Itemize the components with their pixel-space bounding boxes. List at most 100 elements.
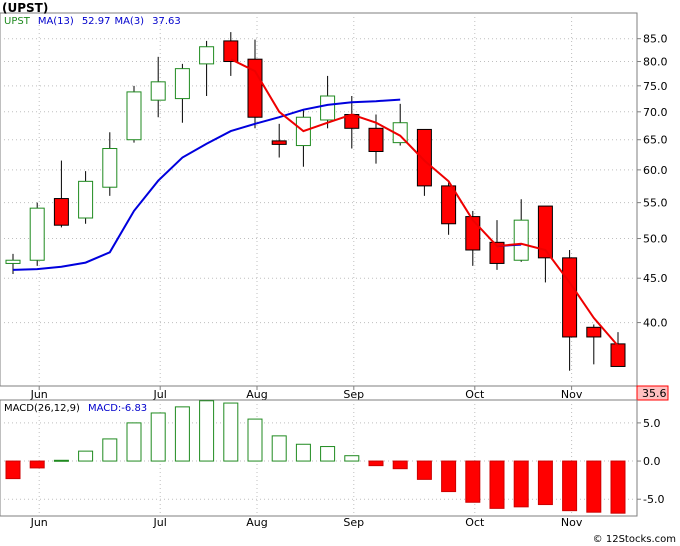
footer-credit: © 12Stocks.com [593,534,676,545]
candle-body-up [150,81,166,101]
candle-body-down [247,58,263,118]
macd-bar [29,460,45,469]
price-x-tick-label: Sep [343,388,364,401]
candle-body-down [368,127,384,152]
candle-body-up [102,148,118,188]
price-legend-item: 52.97 [82,16,111,27]
last-price-tag: 35.6 [636,385,669,401]
macd-bar [199,400,215,462]
price-legend: UPST MA(13) 52.97 MA(3) 37.63 [4,16,181,27]
candle [126,85,142,143]
macd-y-tick-label: 5.0 [643,417,661,430]
price-y-axis: 85.0 80.0 75.0 70.0 65.0 60.0 55.0 50.0 45.0 40.0 [637,33,668,330]
macd-x-tick-label: Jun [30,516,48,529]
macd-bar [562,460,578,512]
macd-bar [174,406,190,462]
candle [271,123,287,158]
price-y-tick-label: 75.0 [643,80,668,93]
price-x-tick-label: Aug [246,388,267,401]
last-price-label: 35.6 [642,387,667,400]
candle-body-down [53,198,69,226]
candle [513,199,529,262]
candle [344,96,360,149]
macd-bar [465,460,481,503]
candle-body-down [610,343,626,367]
macd-bar [53,459,69,462]
macd-bar [513,460,529,508]
macd-y-axis: 5.0 0.0 -5.0 [637,417,664,506]
chart-title: (UPST) [2,1,48,15]
price-y-tick-label: 45.0 [643,272,668,285]
candle-body-up [199,46,215,65]
price-legend-item: MA(13) [38,16,74,27]
macd-bar [126,422,142,462]
macd-x-tick-label: Oct [465,516,485,529]
price-y-tick-label: 55.0 [643,197,668,210]
macd-x-tick-label: Aug [246,516,267,529]
macd-x-tick-label: Nov [561,516,583,529]
candle [392,103,408,146]
macd-x-tick-label: Jul [153,516,167,529]
macd-bar [78,450,94,462]
price-y-tick-label: 70.0 [643,106,668,119]
macd-bar [5,460,21,480]
macd-y-tick-label: -5.0 [643,493,664,506]
candle [199,40,215,97]
candle [53,160,69,228]
macd-bar [392,460,408,470]
candle-body-down [441,185,457,225]
macd-legend-item: MACD(26,12,9) [4,403,80,414]
candle-body-up [174,68,190,100]
candle [29,202,45,266]
macd-bar [537,460,553,506]
price-y-tick-label: 50.0 [643,233,668,246]
candle-body-down [416,128,432,187]
price-x-tick-label: Nov [561,388,583,401]
price-y-tick-label: 85.0 [643,33,668,46]
candle-body-down [223,40,239,63]
price-plot-frame [0,12,638,387]
macd-bar [610,460,626,514]
candle-body-up [126,91,142,141]
candle [416,128,432,196]
candle [586,324,602,365]
macd-bar [295,443,311,462]
price-y-tick-label: 65.0 [643,134,668,147]
candle [174,63,190,123]
candle-body-down [271,140,287,145]
price-legend-item: UPST [4,16,31,27]
candle [489,220,505,270]
series-line-ma13 [12,98,401,271]
price-x-axis: Jun Jul Aug Sep Oct Nov [30,386,583,401]
macd-bar [223,402,239,462]
series-line-ma3 [230,58,619,347]
price-y-tick-label: 40.0 [643,317,668,330]
macd-bar [489,460,505,509]
macd-bar [150,412,166,462]
candle [223,32,239,76]
candle [610,332,626,367]
candle [247,39,263,129]
candle-body-down [562,257,578,338]
candle-body-up [78,180,94,219]
macd-bar [344,455,360,462]
macd-panel: 5.0 0.0 -5.0 Jun Jul Aug Sep Oct Nov MACD(26,12… [0,399,664,529]
candle [441,182,457,235]
macd-x-tick-label: Sep [343,516,364,529]
candle [150,56,166,118]
macd-legend: MACD(26,12,9) MACD:-6.83 [4,403,147,414]
price-x-tick-label: Oct [465,388,485,401]
candle-body-up [513,219,529,261]
macd-bar [102,438,118,462]
macd-bar [441,460,457,493]
price-panel: 85.0 80.0 75.0 70.0 65.0 60.0 55.0 50.0 45.0 40.0… [0,1,669,401]
macd-histogram [5,400,626,514]
candlestick-series [5,32,626,371]
price-y-tick-label: 60.0 [643,164,668,177]
price-legend-item: MA(3) [114,16,144,27]
moving-average-lines [12,58,619,347]
price-y-tick-label: 80.0 [643,56,668,69]
candle-body-down [537,205,553,259]
candle [537,205,553,283]
